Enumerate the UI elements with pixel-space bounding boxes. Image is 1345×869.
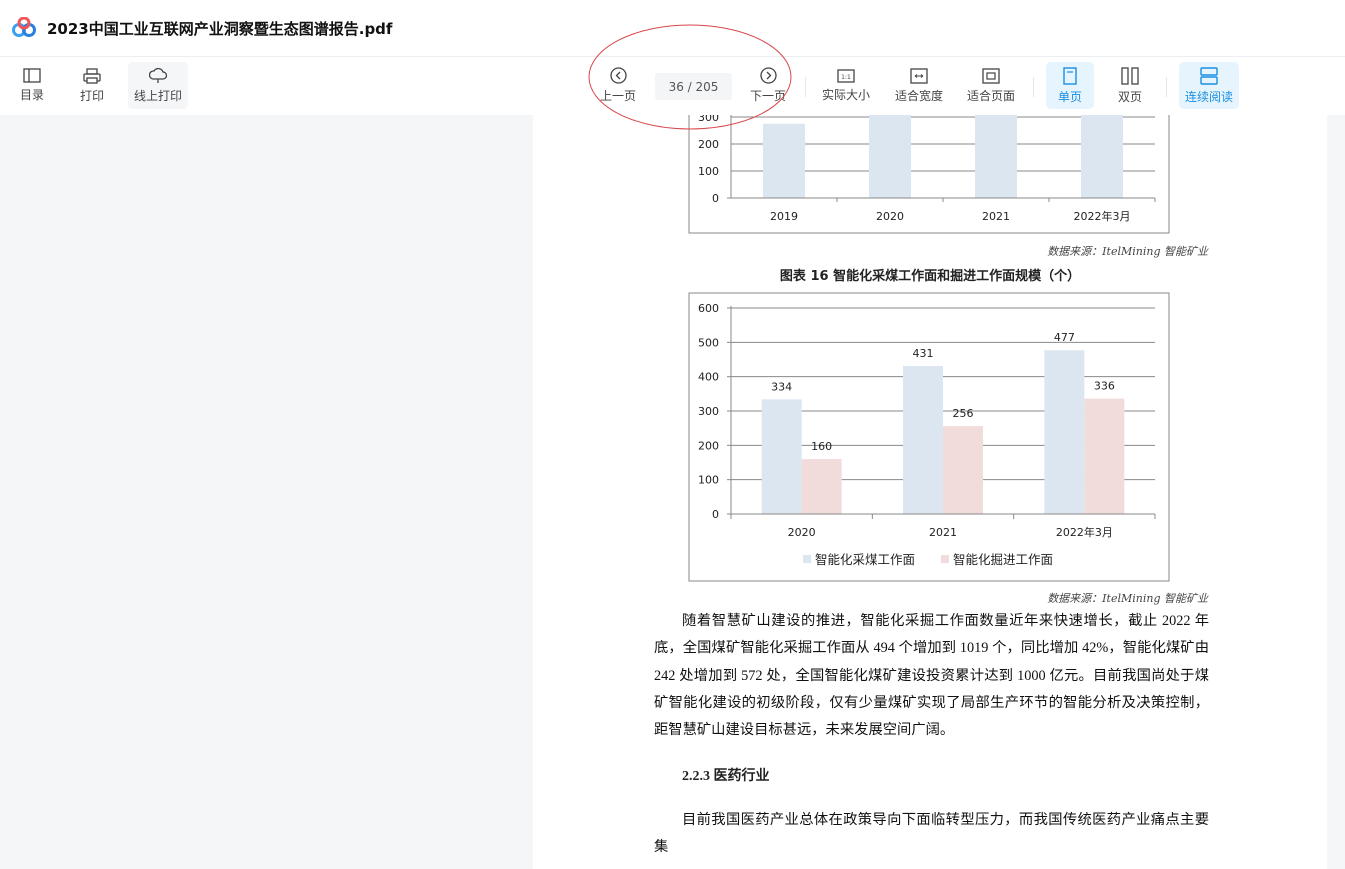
y-tick-label: 0: [712, 508, 719, 521]
continuous-read-label: 连续阅读: [1184, 89, 1233, 104]
prev-page-button[interactable]: 上一页: [596, 62, 640, 109]
legend-label: 智能化掘进工作面: [953, 552, 1053, 567]
legend-label: 智能化采煤工作面: [815, 552, 915, 567]
bar: [1081, 115, 1123, 198]
toc-button[interactable]: 目录: [8, 62, 56, 109]
toolbar: 目录 打印 线上打印 上一页 36 / 205 下一页 1:1 实际大小 适合宽…: [0, 57, 1345, 115]
y-tick-label: 600: [698, 302, 719, 315]
actual-size-label: 实际大小: [821, 87, 870, 102]
y-tick-label: 500: [698, 336, 719, 349]
cloud-print-icon: [149, 67, 167, 83]
x-tick-label: 2021: [982, 210, 1010, 223]
divider: [805, 77, 806, 97]
y-tick-label: 100: [698, 165, 719, 178]
data-label: 160: [811, 440, 832, 453]
printer-icon: [83, 67, 101, 84]
online-print-label: 线上打印: [133, 88, 182, 103]
online-print-button[interactable]: 线上打印: [128, 62, 188, 109]
svg-text:1:1: 1:1: [841, 74, 851, 81]
continuous-read-button[interactable]: 连续阅读: [1179, 62, 1239, 109]
bar: [943, 426, 983, 514]
double-page-icon: [1121, 66, 1139, 85]
fit-page-button[interactable]: 适合页面: [962, 62, 1020, 109]
data-source-note: 数据来源：ItelMining 智能矿业: [1047, 592, 1208, 605]
single-page-label: 单页: [1057, 89, 1082, 104]
data-label: 256: [953, 407, 974, 420]
section-heading: 2.2.3 医药行业: [682, 769, 770, 784]
data-label: 336: [1094, 380, 1115, 393]
fit-page-icon: [982, 67, 1000, 84]
y-tick-label: 200: [698, 439, 719, 452]
y-tick-label: 0: [712, 192, 719, 205]
double-page-label: 双页: [1117, 89, 1142, 104]
fit-width-button[interactable]: 适合宽度: [890, 62, 948, 109]
print-button[interactable]: 打印: [68, 62, 116, 109]
pdf-page: 0 100 200 300 2019 2020 2021 2022年3月 数据来源：ItelM…: [533, 115, 1327, 869]
chevron-left-circle-icon: [609, 67, 627, 84]
print-label: 打印: [79, 88, 104, 103]
toc-icon: [23, 68, 41, 83]
continuous-read-icon: [1200, 66, 1218, 85]
data-source-note: 数据来源：ItelMining 智能矿业: [1047, 245, 1208, 258]
divider: [1033, 77, 1034, 97]
x-tick-label: 2022年3月: [1074, 209, 1131, 223]
toc-label: 目录: [19, 88, 44, 102]
body-paragraph: 目前我国医药产业总体在政策导向下面临转型压力，而我国传统医药产业痛点主要集: [654, 812, 1209, 856]
y-tick-label: 200: [698, 138, 719, 151]
data-label: 477: [1054, 331, 1075, 344]
body-paragraph: 随着智慧矿山建设的推进，智能化采掘工作面数量近年来快速增长，截止 2022 年底…: [654, 613, 1209, 739]
fit-width-label: 适合宽度: [894, 88, 943, 103]
bar: [869, 115, 911, 198]
bar: [1084, 398, 1125, 514]
bar: [763, 123, 805, 198]
x-tick-label: 2019: [770, 210, 798, 223]
y-tick-label: 100: [698, 474, 719, 487]
actual-size-icon: 1:1: [837, 68, 855, 83]
bar-chart-16: 0 100 200 300 400 500 600 334 160 2020 431 256 2021 4…: [688, 292, 1170, 582]
data-label: 334: [771, 380, 792, 393]
x-tick-label: 2020: [876, 210, 904, 223]
x-tick-label: 2020: [788, 526, 816, 539]
bar: [1044, 350, 1085, 514]
x-tick-label: 2022年3月: [1056, 525, 1113, 539]
next-page-button[interactable]: 下一页: [746, 62, 790, 109]
bar: [975, 115, 1017, 198]
bar-chart-15: 0 100 200 300 2019 2020 2021 2022年3月: [688, 115, 1170, 234]
bar: [761, 399, 802, 514]
y-tick-label: 300: [698, 405, 719, 418]
single-page-icon: [1063, 66, 1077, 85]
fit-width-icon: [910, 67, 928, 84]
x-tick-label: 2021: [929, 526, 957, 539]
document-title: 2023中国工业互联网产业洞察暨生态图谱报告.pdf: [47, 20, 393, 38]
page-number-input[interactable]: 36 / 205: [655, 73, 732, 100]
next-page-label: 下一页: [749, 89, 786, 103]
single-page-button[interactable]: 单页: [1046, 62, 1094, 109]
figure-caption: 图表 16 智能化采煤工作面和掘进工作面规模（个）: [779, 269, 1081, 284]
divider: [1166, 77, 1167, 97]
y-tick-label: 400: [698, 371, 719, 384]
legend-swatch: [941, 555, 949, 563]
data-label: 431: [913, 347, 934, 360]
prev-page-label: 上一页: [599, 89, 636, 103]
double-page-button[interactable]: 双页: [1106, 62, 1154, 109]
bar: [801, 459, 842, 514]
fit-page-label: 适合页面: [966, 88, 1015, 103]
app-logo-icon: [12, 17, 36, 37]
y-tick-label: 300: [698, 115, 719, 124]
bar: [903, 366, 943, 514]
actual-size-button[interactable]: 1:1 实际大小: [818, 62, 874, 109]
title-bar: 2023中国工业互联网产业洞察暨生态图谱报告.pdf: [0, 0, 1345, 57]
chevron-right-circle-icon: [759, 67, 777, 84]
legend-swatch: [803, 555, 811, 563]
